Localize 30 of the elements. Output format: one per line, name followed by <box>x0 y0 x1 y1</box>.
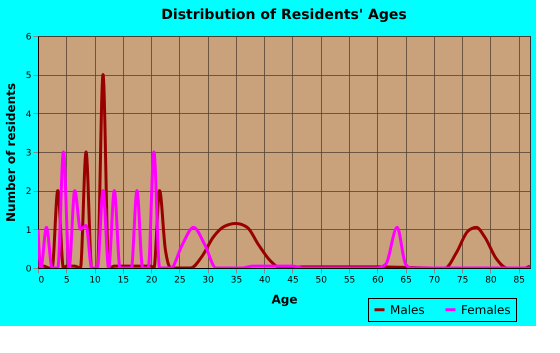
x-tick-label: 50 <box>316 276 328 286</box>
x-tick-label: 35 <box>230 276 242 286</box>
x-tick-label: 20 <box>146 276 158 286</box>
y-tick-label: 5 <box>26 71 32 82</box>
x-tick-label: 15 <box>118 276 130 286</box>
legend-label: Males <box>390 302 425 317</box>
x-tick-label: 65 <box>400 276 412 286</box>
y-tick-label: 4 <box>26 110 32 120</box>
x-tick-label: 70 <box>428 276 440 286</box>
y-tick-label: 6 <box>26 32 32 42</box>
x-axis-title: Age <box>271 292 298 306</box>
y-axis-title: Number of residents <box>4 82 18 222</box>
y-tick-label: 2 <box>26 187 32 198</box>
x-tick-label: 25 <box>174 276 186 286</box>
y-tick-label: 0 <box>26 264 32 274</box>
y-tick-label: 1 <box>26 226 32 236</box>
x-tick-label: 45 <box>287 276 299 286</box>
x-tick-label: 60 <box>372 276 384 286</box>
x-tick-label: 85 <box>513 276 525 286</box>
chart-title: Distribution of Residents' Ages <box>161 7 407 23</box>
x-tick-label: 80 <box>485 276 497 286</box>
x-tick-label: 0 <box>38 276 44 286</box>
x-tick-label: 10 <box>89 276 102 286</box>
legend-label: Females <box>461 302 511 317</box>
x-tick-label: 55 <box>344 276 356 286</box>
x-tick-label: 30 <box>202 276 214 286</box>
y-tick-label: 3 <box>26 148 32 158</box>
x-tick-label: 5 <box>64 276 70 286</box>
x-tick-label: 40 <box>258 276 271 286</box>
x-tick-label: 75 <box>456 276 468 286</box>
